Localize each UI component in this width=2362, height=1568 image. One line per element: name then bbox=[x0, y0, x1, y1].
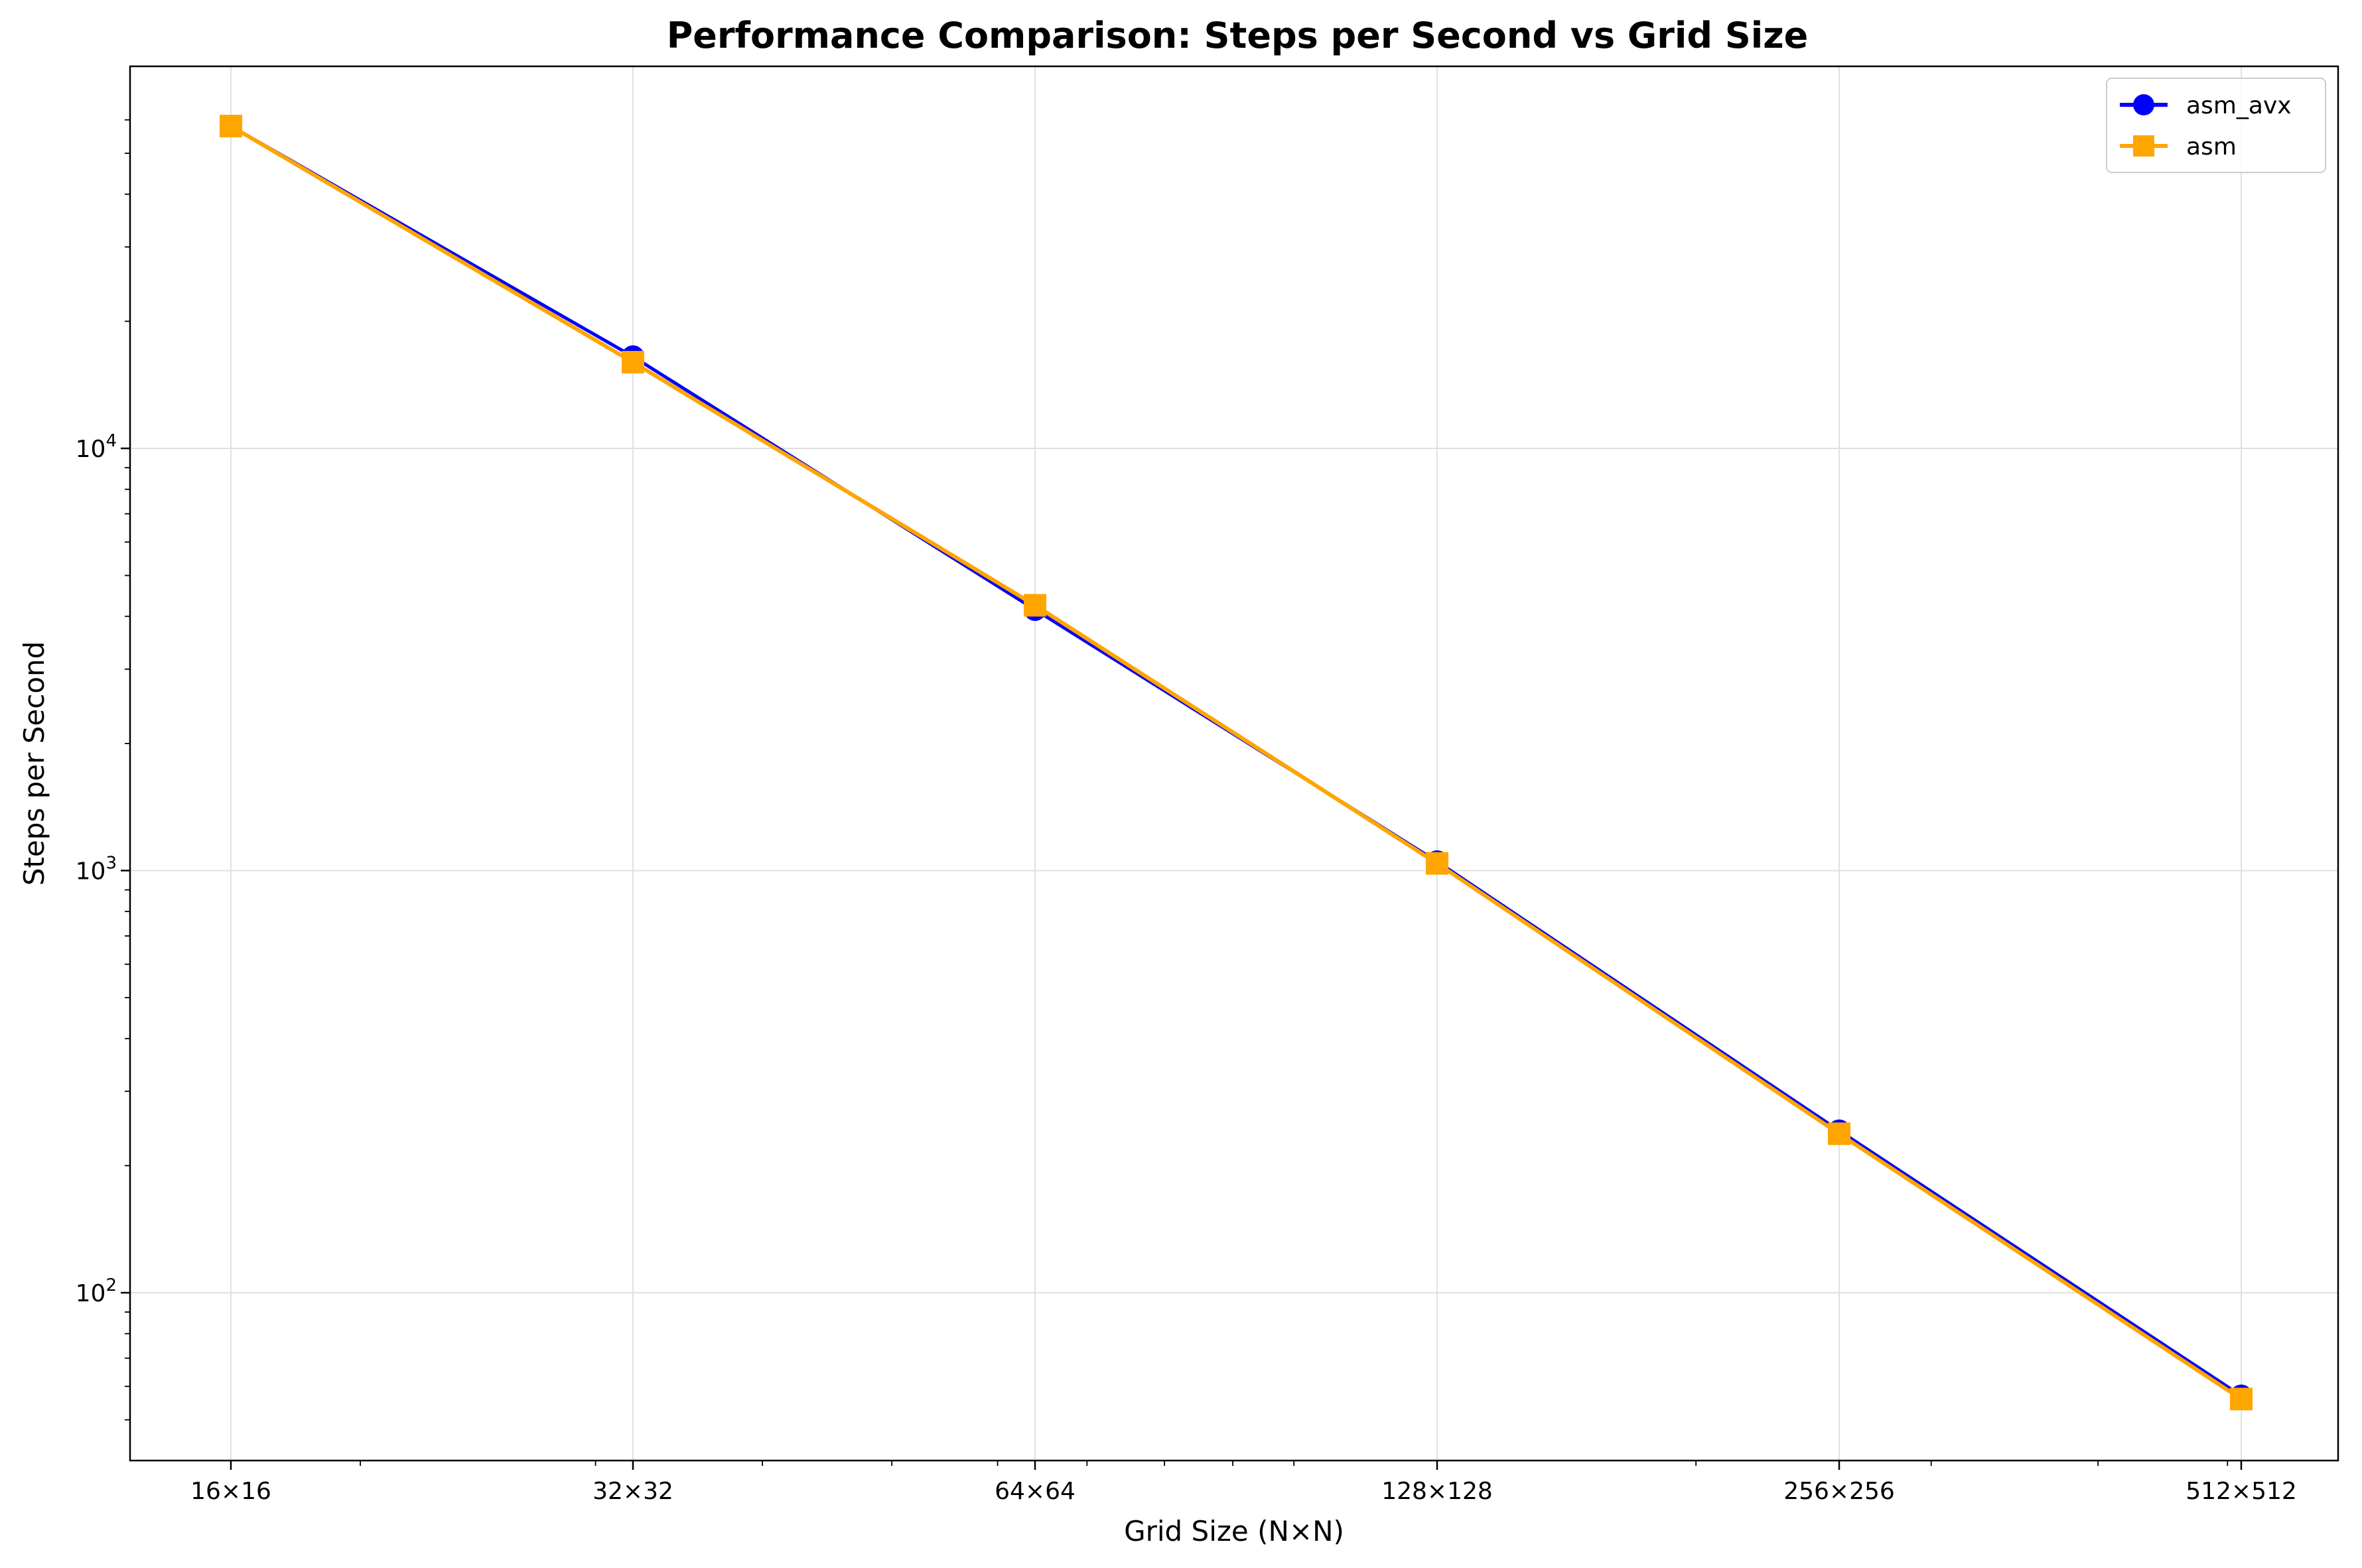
legend-label-asm: asm bbox=[2186, 133, 2237, 161]
y-tick-label: 102 bbox=[76, 1275, 117, 1307]
legend-label-asm_avx: asm_avx bbox=[2186, 92, 2292, 119]
y-tick-exponent: 4 bbox=[105, 431, 117, 451]
tick-layer: 16×16 32×32 64×64 128×128 256×256 512×5121021… bbox=[76, 119, 2297, 1505]
grid-layer bbox=[130, 66, 2338, 1461]
x-tick-label: 32×32 bbox=[592, 1478, 673, 1505]
y-tick-base: 10 bbox=[76, 1280, 106, 1307]
x-tick-label: 64×64 bbox=[995, 1478, 1076, 1505]
x-tick-label: 16×16 bbox=[190, 1478, 271, 1505]
series-line-asm bbox=[230, 124, 2243, 1401]
legend-marker-asm_avx bbox=[2133, 94, 2154, 115]
x-tick-label: 512×512 bbox=[2186, 1478, 2297, 1505]
data-point-asm bbox=[622, 351, 644, 374]
y-tick-base: 10 bbox=[76, 436, 106, 463]
x-tick-label: 128×128 bbox=[1381, 1478, 1493, 1505]
y-tick-base: 10 bbox=[76, 858, 106, 885]
x-axis-label: Grid Size (N×N) bbox=[1124, 1515, 1344, 1547]
data-point-asm bbox=[220, 115, 242, 138]
y-tick-exponent: 2 bbox=[105, 1275, 117, 1295]
series-layer bbox=[220, 115, 2253, 1411]
plot-frame bbox=[129, 65, 2339, 1462]
legend-marker-asm bbox=[2133, 135, 2154, 157]
data-point-asm bbox=[1828, 1122, 1850, 1145]
x-tick-label: 256×256 bbox=[1783, 1478, 1895, 1505]
chart-title: Performance Comparison: Steps per Second… bbox=[667, 15, 1809, 56]
y-axis-label: Steps per Second bbox=[18, 641, 50, 886]
legend-box bbox=[2106, 78, 2326, 173]
y-tick-exponent: 3 bbox=[105, 854, 117, 874]
y-tick-label: 103 bbox=[76, 854, 117, 885]
y-tick-label: 104 bbox=[76, 431, 117, 463]
data-point-asm bbox=[1426, 852, 1448, 875]
data-point-asm bbox=[2230, 1388, 2253, 1411]
data-point-asm bbox=[1024, 594, 1046, 617]
